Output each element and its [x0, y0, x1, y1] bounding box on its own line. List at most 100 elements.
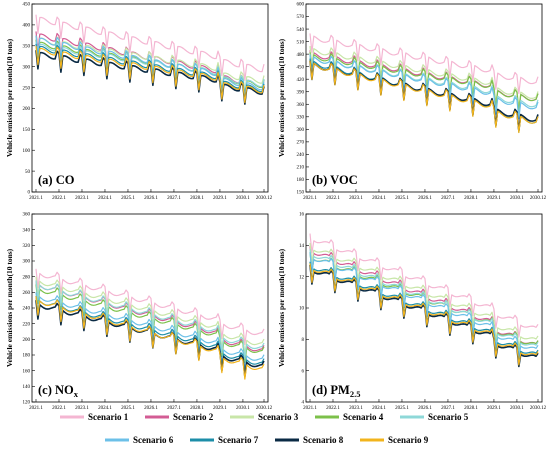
panel-label-voc: (b) VOC: [312, 173, 358, 187]
y-tick-label-voc-0: 150: [297, 191, 305, 196]
x-tick-label-pm25-1: 2022.1: [326, 406, 340, 411]
y-tick-label-nox-8: 280: [23, 275, 31, 280]
y-tick-label-nox-7: 260: [23, 291, 31, 296]
series-line-co-scenario-1: [35, 14, 265, 82]
series-line-pm25-scenario-8: [309, 264, 539, 368]
y-tick-label-pm25-4: 12: [299, 275, 305, 280]
series-line-co-scenario-7: [35, 43, 265, 102]
x-tick-label-co-10: 2030.12: [256, 196, 273, 201]
y-tick-label-nox-5: 220: [23, 322, 31, 327]
x-ticks-voc: 2021.1 2022.1 2023.1 2024.1 2025.1 2026.1 2027…: [303, 189, 547, 201]
series-line-co-scenario-8: [35, 50, 265, 105]
panel-voc: 150 180 210 240 270 300 330 360 390 420 450 480 510 5…: [277, 3, 547, 201]
x-tick-label-pm25-0: 2021.1: [303, 406, 317, 411]
x-tick-label-nox-3: 2024.1: [98, 406, 112, 411]
plot-frame-pm25: [305, 213, 543, 403]
y-tick-label-nox-12: 360: [23, 213, 31, 218]
legend-label-scenario-1: Scenario 1: [88, 412, 129, 422]
y-tick-label-co-1: 50: [25, 170, 31, 175]
x-tick-label-voc-4: 2025.1: [395, 196, 409, 201]
x-tick-label-pm25-8: 2029.1: [487, 406, 501, 411]
x-ticks-nox: 2021.1 2022.1 2023.1 2024.1 2025.1 2026.1 2027…: [29, 399, 273, 411]
series-line-pm25-scenario-5: [309, 249, 539, 356]
y-tick-label-nox-4: 200: [23, 338, 31, 343]
panel-label-sub-nox: x: [74, 389, 79, 399]
legend-label-scenario-4: Scenario 4: [343, 412, 384, 422]
y-tick-label-voc-11: 480: [297, 53, 305, 58]
panel-pm25: 4 6 8 10 12 14 16 2021.1 2022.1 2023.1 2024.1 2025…: [277, 213, 547, 411]
y-tick-label-voc-9: 420: [297, 78, 305, 83]
y-tick-label-voc-4: 270: [297, 141, 305, 146]
series-co: [35, 14, 265, 105]
y-tick-label-voc-14: 570: [297, 15, 305, 20]
series-line-pm25-scenario-6: [309, 252, 539, 359]
plot-frame-co: [31, 3, 269, 193]
x-tick-label-co-6: 2027.1: [167, 196, 181, 201]
y-axis-label-voc: Vehicle emissions per month(10 tons): [277, 38, 286, 157]
y-ticks-pm25: 4 6 8 10 12 14 16: [299, 213, 309, 406]
y-tick-label-co-8: 400: [23, 24, 31, 29]
x-tick-label-co-8: 2029.1: [213, 196, 227, 201]
x-tick-label-nox-2: 2023.1: [75, 406, 89, 411]
x-tick-label-nox-7: 2028.1: [190, 406, 204, 411]
x-tick-label-nox-8: 2029.1: [213, 406, 227, 411]
y-tick-label-co-7: 350: [23, 44, 31, 49]
y-tick-label-voc-15: 600: [297, 3, 305, 8]
y-tick-label-co-0: 0: [28, 191, 31, 196]
y-tick-label-pm25-1: 6: [302, 369, 305, 374]
series-line-pm25-scenario-9: [309, 263, 539, 366]
x-tick-label-voc-0: 2021.1: [303, 196, 317, 201]
y-tick-label-nox-0: 120: [23, 401, 31, 406]
series-line-co-scenario-4: [35, 39, 265, 98]
x-tick-label-pm25-2: 2023.1: [349, 406, 363, 411]
x-tick-label-voc-3: 2024.1: [372, 196, 386, 201]
x-tick-label-pm25-4: 2025.1: [395, 406, 409, 411]
x-tick-label-co-2: 2023.1: [75, 196, 89, 201]
y-tick-label-voc-8: 390: [297, 90, 305, 95]
y-tick-label-co-3: 150: [23, 128, 31, 133]
series-line-pm25-scenario-1: [309, 233, 539, 338]
y-tick-label-co-6: 300: [23, 65, 31, 70]
series-line-voc-scenario-4: [309, 52, 539, 112]
x-tick-label-voc-10: 2030.12: [530, 196, 547, 201]
series-line-nox-scenario-5: [35, 280, 265, 360]
plot-frame-voc: [305, 3, 543, 193]
series-line-voc-scenario-6: [309, 54, 539, 120]
y-tick-label-co-9: 450: [23, 3, 31, 8]
y-tick-label-voc-10: 450: [297, 65, 305, 70]
x-tick-label-pm25-10: 2030.12: [530, 406, 547, 411]
panel-label-sub-pm25: 2.5: [350, 389, 361, 399]
y-ticks-co: 0 50 100 150 200 250 300 350 400 450: [23, 3, 35, 196]
y-ticks-nox: 120 140 160 180 200 220 240 260 280 300 320 340 360: [23, 213, 35, 406]
series-line-nox-scenario-1: [35, 268, 265, 346]
y-tick-label-nox-11: 340: [23, 228, 31, 233]
legend-label-scenario-6: Scenario 6: [133, 435, 174, 445]
legend-label-scenario-2: Scenario 2: [173, 412, 214, 422]
series-line-voc-scenario-9: [309, 60, 539, 134]
series-line-nox-scenario-3: [35, 276, 265, 356]
x-tick-label-voc-9: 2030.1: [510, 196, 524, 201]
y-tick-label-voc-6: 330: [297, 116, 305, 121]
y-tick-label-pm25-0: 4: [302, 401, 305, 406]
y-tick-label-nox-6: 240: [23, 307, 31, 312]
x-tick-label-nox-1: 2022.1: [52, 406, 66, 411]
legend-label-scenario-9: Scenario 9: [388, 435, 429, 445]
series-line-nox-scenario-4: [35, 284, 265, 363]
x-tick-label-voc-7: 2028.1: [464, 196, 478, 201]
series-line-co-scenario-5: [35, 41, 265, 98]
legend-label-scenario-8: Scenario 8: [303, 435, 344, 445]
x-tick-label-nox-9: 2030.1: [236, 406, 250, 411]
y-tick-label-pm25-3: 10: [299, 307, 305, 312]
series-line-co-scenario-9: [35, 45, 265, 104]
y-tick-label-co-2: 100: [23, 149, 31, 154]
x-tick-label-co-9: 2030.1: [236, 196, 250, 201]
series-line-pm25-scenario-3: [309, 242, 539, 350]
x-tick-label-co-4: 2025.1: [121, 196, 135, 201]
x-tick-label-pm25-7: 2028.1: [464, 406, 478, 411]
y-axis-label-nox: Vehicle emissions per month(10 tons): [5, 248, 14, 367]
y-tick-label-nox-10: 320: [23, 244, 31, 249]
x-tick-label-co-0: 2021.1: [29, 196, 43, 201]
series-line-pm25-scenario-7: [309, 261, 539, 364]
series-pm25: [309, 233, 539, 368]
